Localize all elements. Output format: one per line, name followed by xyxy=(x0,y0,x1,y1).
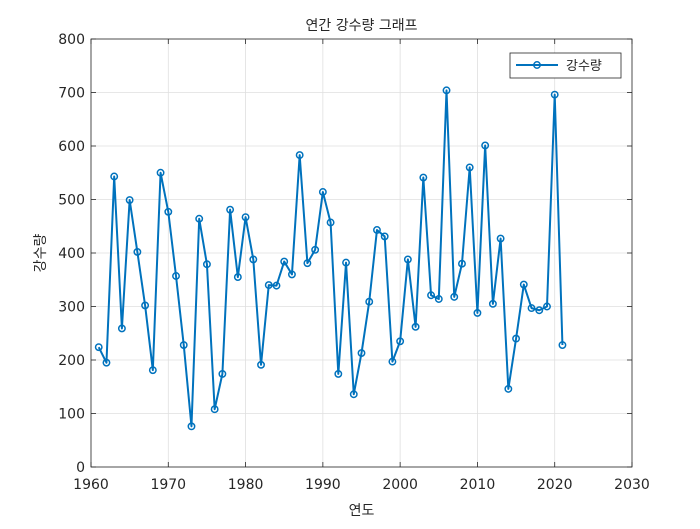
data-point xyxy=(558,341,567,349)
y-tick-label: 300 xyxy=(58,300,85,316)
data-point xyxy=(117,324,126,333)
data-point xyxy=(311,245,320,254)
y-tick-label: 500 xyxy=(58,193,85,209)
data-point xyxy=(434,295,443,303)
y-axis-label: 강수량 xyxy=(33,234,49,273)
legend-entry-label: 강수량 xyxy=(566,59,602,74)
data-point xyxy=(326,218,335,227)
data-point xyxy=(458,259,466,268)
data-point xyxy=(226,205,235,214)
data-point xyxy=(519,280,528,289)
data-point xyxy=(202,260,211,269)
data-point xyxy=(450,292,459,301)
data-point xyxy=(141,301,150,310)
data-point xyxy=(396,337,405,346)
y-tick-label: 0 xyxy=(76,460,85,476)
x-tick-label: 2030 xyxy=(614,477,650,493)
data-point xyxy=(218,369,227,378)
data-point xyxy=(295,151,304,160)
data-point xyxy=(473,308,482,317)
x-tick-label: 2000 xyxy=(382,477,418,493)
data-point xyxy=(102,358,111,367)
data-point xyxy=(195,214,204,223)
data-point xyxy=(349,390,358,399)
data-point xyxy=(550,90,559,99)
data-point xyxy=(187,422,196,431)
data-point xyxy=(543,302,551,311)
legend: 강수량 xyxy=(509,52,622,79)
data-point xyxy=(318,188,327,196)
chart-title: 연간 강수량 그래프 xyxy=(306,18,418,34)
data-point xyxy=(257,360,265,369)
data-point xyxy=(164,207,173,216)
data-point xyxy=(156,168,165,177)
data-point xyxy=(411,322,420,331)
y-tick-label: 200 xyxy=(58,353,85,369)
data-point xyxy=(380,232,389,241)
data-point xyxy=(365,297,374,306)
ticks: 1960 1970 1980 1990 2000 2010 2020 2030 0 100 200 3… xyxy=(58,32,650,493)
data-point xyxy=(465,163,474,172)
data-point xyxy=(512,334,521,343)
data-point xyxy=(287,270,296,279)
data-point xyxy=(303,259,312,268)
x-tick-label: 2010 xyxy=(460,477,496,493)
data-point xyxy=(527,304,536,313)
data-point xyxy=(496,234,505,243)
x-tick-label: 1990 xyxy=(305,477,341,493)
data-point xyxy=(403,255,412,264)
data-point xyxy=(280,257,289,266)
legend-marker xyxy=(533,61,541,69)
data-point xyxy=(148,366,157,375)
data-point xyxy=(233,273,242,282)
data-point xyxy=(125,196,134,204)
data-point xyxy=(210,405,219,414)
x-tick-label: 2020 xyxy=(537,477,573,493)
series-line xyxy=(97,89,564,428)
data-point xyxy=(535,306,544,315)
x-tick-label: 1970 xyxy=(150,477,186,493)
data-point xyxy=(133,247,142,256)
data-point xyxy=(110,172,119,181)
y-tick-label: 400 xyxy=(58,246,85,262)
data-point xyxy=(388,357,397,366)
data-point xyxy=(419,173,428,182)
data-point xyxy=(373,226,381,234)
y-tick-label: 100 xyxy=(58,407,85,423)
data-point xyxy=(334,369,343,378)
data-point xyxy=(272,281,281,290)
data-point xyxy=(172,272,180,280)
data-point xyxy=(342,258,350,267)
y-tick-label: 600 xyxy=(58,139,85,155)
data-point xyxy=(94,343,103,352)
data-point xyxy=(504,384,513,393)
y-tick-label: 800 xyxy=(58,32,85,48)
data-point xyxy=(442,86,451,95)
data-point xyxy=(481,141,490,150)
series-layer xyxy=(94,86,567,431)
y-tick-label: 700 xyxy=(58,86,85,102)
x-tick-label: 1960 xyxy=(73,477,109,493)
data-point xyxy=(249,255,258,264)
data-point xyxy=(488,299,497,308)
x-axis-label: 연도 xyxy=(349,503,375,519)
data-point xyxy=(179,341,188,349)
data-point xyxy=(357,349,366,357)
x-tick-label: 1980 xyxy=(228,477,264,493)
data-point xyxy=(241,213,250,222)
data-point xyxy=(427,291,436,300)
data-point xyxy=(264,281,273,290)
